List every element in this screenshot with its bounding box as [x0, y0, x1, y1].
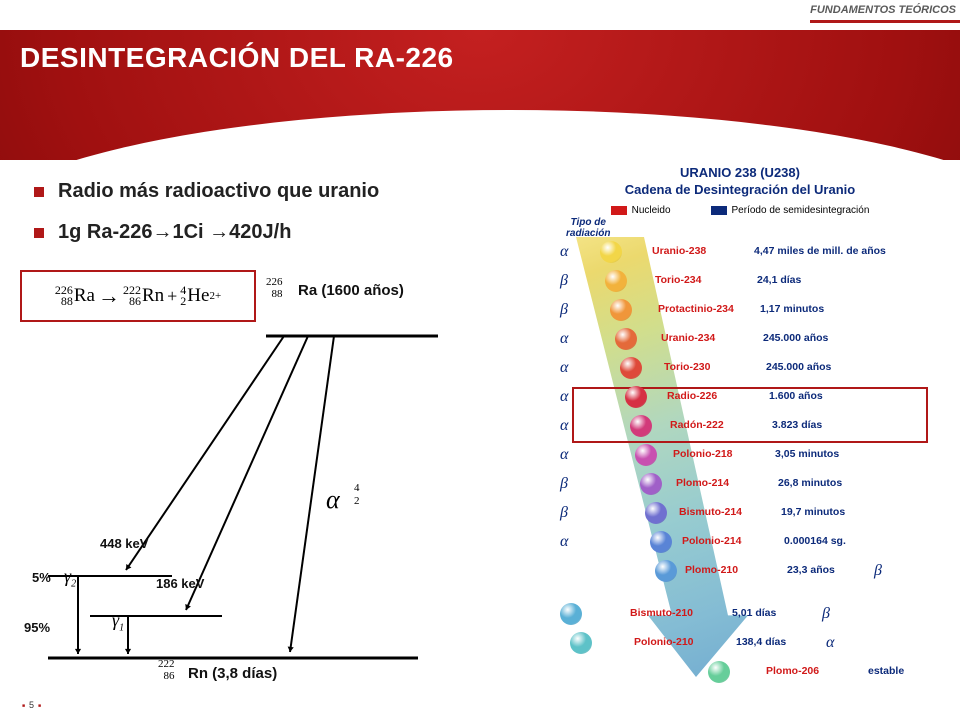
chain-sphere-icon: [645, 502, 667, 524]
chain-radiation-symbol: α: [560, 446, 568, 464]
chain-nuclide-name: Torio-234: [655, 274, 701, 286]
chain-radiation-symbol: α: [560, 533, 568, 551]
rn-label: Rn (3,8 días): [188, 665, 277, 682]
chain-halflife-value: 24,1 días: [757, 274, 801, 286]
chain-halflife-value: estable: [868, 665, 904, 677]
rn-isotope-label: 22286: [158, 658, 175, 682]
chain-radiation-symbol: α: [560, 330, 568, 348]
bullet-text: 1g Ra-226→1Ci →420J/h: [58, 221, 291, 244]
chain-halflife-value: 138,4 días: [736, 636, 786, 648]
ra-isotope-label: 22688: [266, 276, 283, 300]
legend-swatch-icon: [711, 206, 727, 215]
chain-radiation-symbol: α: [560, 388, 568, 406]
bullet-item: Radio más radioactivo que uranio: [34, 180, 379, 203]
chain-radiation-symbol: β: [560, 504, 568, 522]
chain-radiation-symbol: α: [826, 634, 834, 652]
chain-sphere-icon: [605, 270, 627, 292]
alpha-label: α: [326, 485, 340, 515]
chain-nuclide-name: Uranio-238: [652, 245, 706, 257]
chain-sphere-icon: [650, 531, 672, 553]
chain-sphere-icon: [635, 444, 657, 466]
energy-level-diagram: [18, 300, 448, 670]
chain-radiation-symbol: β: [560, 475, 568, 493]
chain-sphere-icon: [560, 603, 582, 625]
chain-halflife-value: 3,05 minutos: [775, 448, 839, 460]
chain-halflife-value: 19,7 minutos: [781, 506, 845, 518]
chain-halflife-value: 23,3 años: [787, 564, 835, 576]
chain-sphere-icon: [600, 241, 622, 263]
chain-legend: Nucleido Período de semidesintegración: [536, 205, 944, 216]
chain-halflife-value: 0.000164 sg.: [784, 535, 846, 547]
chain-nuclide-name: Polonio-218: [673, 448, 733, 460]
chain-halflife-value: 5,01 días: [732, 607, 776, 619]
chain-radiation-symbol: β: [874, 562, 882, 580]
legend-label: Nucleido: [632, 205, 671, 216]
chain-halflife-value: 245.000 años: [763, 332, 828, 344]
chain-sphere-icon: [625, 386, 647, 408]
chain-nuclide-name: Plomo-210: [685, 564, 738, 576]
chain-nuclide-name: Plomo-206: [766, 665, 819, 677]
energy-186-label: 186 keV: [156, 576, 204, 591]
chain-radiation-symbol: β: [560, 272, 568, 290]
legend-swatch-icon: [611, 206, 627, 215]
chain-radiation-symbol: β: [822, 605, 830, 623]
decay-diagram: 22688 Ra → 22286 Rn + 42 He 2+ 22688 Ra …: [18, 270, 488, 690]
rad-type-header: Tipo deradiación: [566, 217, 610, 239]
bullet-text: Radio más radioactivo que uranio: [58, 180, 379, 203]
page-title: DESINTEGRACIÓN DEL RA-226: [20, 42, 454, 74]
legend-item: Período de semidesintegración: [711, 205, 870, 216]
chain-nuclide-name: Plomo-214: [676, 477, 729, 489]
legend-item: Nucleido: [611, 205, 671, 216]
ra-label: Ra (1600 años): [298, 282, 404, 299]
chain-nuclide-name: Radio-226: [667, 390, 717, 402]
chain-radiation-symbol: α: [560, 417, 568, 435]
section-label: FUNDAMENTOS TEÓRICOS: [810, 4, 956, 16]
banner-swirl: [0, 110, 960, 160]
chain-sphere-icon: [655, 560, 677, 582]
header-accent-bar: [810, 20, 960, 23]
chain-radiation-symbol: β: [560, 301, 568, 319]
energy-448-label: 448 keV: [100, 536, 148, 551]
chain-nuclide-name: Protactinio-234: [658, 303, 734, 315]
chain-nuclide-name: Polonio-210: [634, 636, 694, 648]
chain-radiation-symbol: α: [560, 359, 568, 377]
chain-nuclide-name: Radón-222: [670, 419, 724, 431]
chain-sphere-icon: [640, 473, 662, 495]
chain-sphere-icon: [610, 299, 632, 321]
chain-nuclide-name: Bismuto-210: [630, 607, 693, 619]
chain-nuclide-name: Torio-230: [664, 361, 710, 373]
alpha-superscript: 42: [354, 482, 360, 508]
chain-halflife-value: 26,8 minutos: [778, 477, 842, 489]
gamma-2-label: γ2: [64, 566, 76, 590]
chain-sphere-icon: [570, 632, 592, 654]
gamma-1-label: γ1: [112, 610, 124, 634]
bullet-marker-icon: [34, 228, 44, 238]
bullet-marker-icon: [34, 187, 44, 197]
pct-95-label: 95%: [24, 620, 50, 635]
chain-halflife-value: 4,47 miles de mill. de años: [754, 245, 886, 257]
chain-halflife-value: 1.600 años: [769, 390, 823, 402]
chain-halflife-value: 245.000 años: [766, 361, 831, 373]
chain-halflife-value: 1,17 minutos: [760, 303, 824, 315]
page-number: 5: [18, 700, 45, 710]
chain-radiation-symbol: α: [560, 243, 568, 261]
legend-label: Período de semidesintegración: [732, 205, 870, 216]
chain-nuclide-name: Uranio-234: [661, 332, 715, 344]
uranium-decay-chain: URANIO 238 (U238)Cadena de Desintegració…: [536, 165, 944, 693]
chain-sphere-icon: [630, 415, 652, 437]
pct-5-label: 5%: [32, 570, 51, 585]
chain-halflife-value: 3.823 días: [772, 419, 822, 431]
chain-nuclide-name: Polonio-214: [682, 535, 742, 547]
bullet-list: Radio más radioactivo que uranio 1g Ra-2…: [34, 180, 379, 262]
chain-sphere-icon: [615, 328, 637, 350]
chain-sphere-icon: [620, 357, 642, 379]
chain-nuclide-name: Bismuto-214: [679, 506, 742, 518]
bullet-item: 1g Ra-226→1Ci →420J/h: [34, 221, 379, 244]
chain-sphere-icon: [708, 661, 730, 683]
chain-title: URANIO 238 (U238)Cadena de Desintegració…: [536, 165, 944, 199]
